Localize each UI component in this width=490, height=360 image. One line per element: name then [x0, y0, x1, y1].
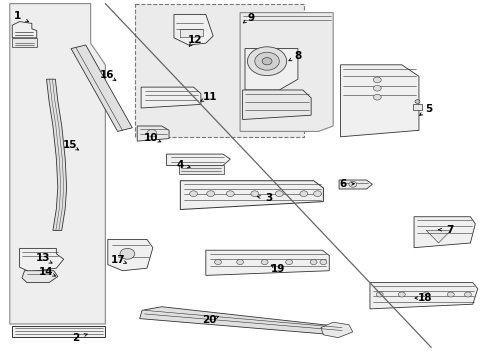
Text: 18: 18: [418, 293, 433, 303]
Text: 12: 12: [188, 35, 202, 45]
Polygon shape: [339, 180, 372, 189]
Polygon shape: [141, 87, 201, 108]
Polygon shape: [243, 90, 311, 120]
Polygon shape: [140, 307, 343, 336]
Text: 3: 3: [265, 193, 272, 203]
Polygon shape: [174, 14, 213, 45]
Text: 19: 19: [271, 264, 286, 274]
Circle shape: [251, 191, 259, 197]
Polygon shape: [108, 239, 153, 271]
Circle shape: [465, 292, 471, 297]
Circle shape: [261, 260, 268, 265]
Circle shape: [120, 248, 135, 259]
Circle shape: [262, 58, 272, 65]
Circle shape: [320, 260, 327, 265]
Circle shape: [447, 292, 454, 297]
Circle shape: [373, 77, 381, 83]
Polygon shape: [12, 22, 37, 38]
Text: 9: 9: [247, 13, 254, 23]
Polygon shape: [22, 271, 58, 283]
Text: 15: 15: [62, 140, 77, 150]
Text: 2: 2: [73, 333, 79, 343]
Polygon shape: [47, 79, 67, 230]
Circle shape: [226, 191, 234, 197]
Text: 20: 20: [202, 315, 217, 325]
Text: 6: 6: [340, 179, 346, 189]
Circle shape: [207, 191, 215, 197]
Polygon shape: [180, 30, 203, 38]
Polygon shape: [240, 13, 333, 131]
Circle shape: [415, 100, 420, 103]
Circle shape: [255, 52, 279, 70]
Circle shape: [300, 191, 308, 197]
Circle shape: [247, 47, 287, 76]
Text: 8: 8: [294, 51, 301, 61]
Circle shape: [237, 260, 244, 265]
Circle shape: [286, 260, 293, 265]
Circle shape: [190, 191, 197, 197]
Circle shape: [376, 292, 383, 297]
Circle shape: [314, 191, 321, 197]
Polygon shape: [10, 4, 105, 324]
Circle shape: [373, 94, 381, 100]
Polygon shape: [321, 322, 353, 338]
Text: 7: 7: [446, 225, 454, 235]
Text: 16: 16: [99, 70, 114, 80]
Polygon shape: [180, 181, 323, 210]
Polygon shape: [370, 283, 478, 309]
Polygon shape: [413, 104, 422, 110]
Polygon shape: [12, 38, 37, 47]
Text: 14: 14: [39, 267, 54, 277]
Polygon shape: [341, 65, 419, 137]
Circle shape: [275, 191, 283, 197]
Text: 1: 1: [14, 11, 21, 21]
Polygon shape: [71, 45, 132, 131]
Circle shape: [423, 292, 430, 297]
Polygon shape: [414, 217, 475, 248]
Polygon shape: [137, 126, 169, 141]
Circle shape: [310, 260, 317, 265]
Text: 17: 17: [111, 255, 126, 265]
Polygon shape: [12, 326, 105, 337]
Polygon shape: [206, 250, 329, 275]
Polygon shape: [426, 230, 451, 243]
Circle shape: [373, 85, 381, 91]
Polygon shape: [167, 154, 230, 166]
Polygon shape: [135, 4, 304, 137]
Text: 4: 4: [176, 160, 184, 170]
Circle shape: [349, 181, 357, 187]
Polygon shape: [245, 49, 298, 90]
Circle shape: [147, 130, 157, 137]
Text: 13: 13: [36, 253, 50, 264]
Polygon shape: [20, 248, 64, 272]
Circle shape: [215, 260, 221, 265]
Text: 5: 5: [425, 104, 432, 114]
Circle shape: [398, 292, 405, 297]
Polygon shape: [179, 165, 224, 174]
Text: 10: 10: [144, 132, 158, 143]
Text: 11: 11: [202, 92, 217, 102]
